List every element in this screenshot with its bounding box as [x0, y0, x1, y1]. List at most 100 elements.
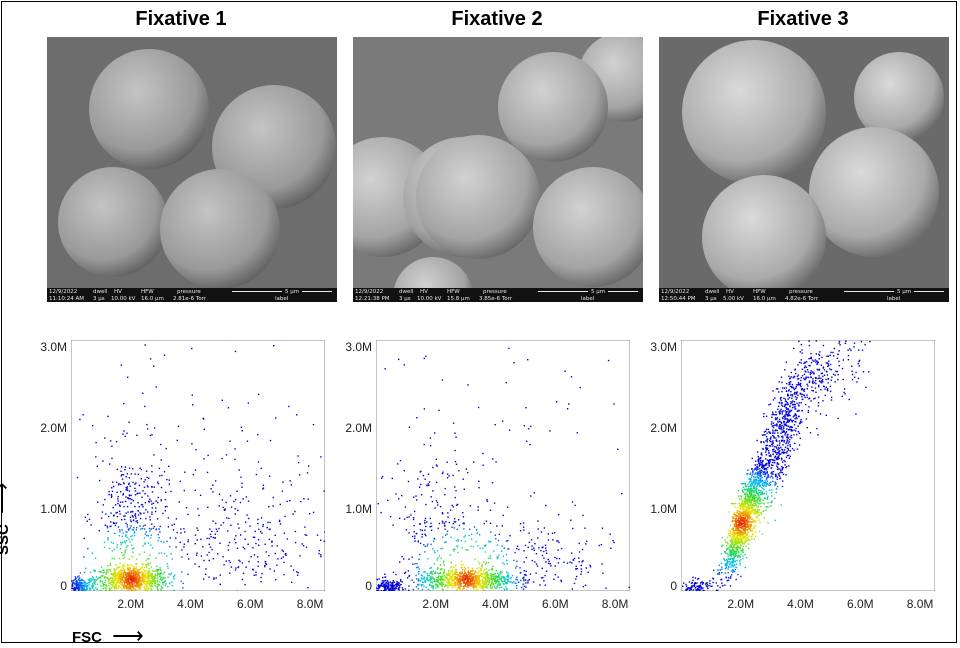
data-point: [492, 586, 493, 587]
data-point: [451, 583, 452, 584]
data-point: [101, 518, 102, 519]
data-point: [468, 567, 469, 568]
data-point: [258, 561, 259, 562]
data-point: [781, 377, 782, 378]
data-point: [79, 577, 80, 578]
data-point: [799, 433, 800, 434]
data-point: [436, 482, 437, 483]
data-point: [146, 589, 147, 590]
data-point: [584, 528, 585, 529]
data-point: [736, 516, 737, 517]
data-point: [269, 568, 270, 569]
data-point: [118, 585, 119, 586]
data-point: [734, 506, 735, 507]
data-point: [130, 576, 131, 577]
data-point: [210, 488, 211, 489]
data-point: [742, 548, 743, 549]
data-point: [119, 571, 120, 572]
data-point: [463, 582, 464, 583]
data-point: [754, 488, 755, 489]
data-point: [739, 527, 740, 528]
data-point: [525, 582, 526, 583]
data-point: [282, 549, 283, 550]
data-point: [542, 568, 543, 569]
data-point: [149, 572, 150, 573]
data-point: [753, 512, 754, 513]
data-point: [742, 515, 743, 516]
data-point: [150, 583, 151, 584]
data-point: [183, 583, 184, 584]
data-point: [495, 580, 496, 581]
data-point: [485, 581, 486, 582]
data-point: [574, 558, 575, 559]
data-point: [581, 568, 582, 569]
data-point: [503, 578, 504, 579]
sem-cells-3: [659, 37, 949, 302]
data-point: [772, 462, 773, 463]
data-point: [472, 573, 473, 574]
data-point: [117, 469, 118, 470]
data-point: [470, 572, 471, 573]
data-point: [141, 469, 142, 470]
data-point: [78, 584, 79, 585]
data-point: [266, 551, 267, 552]
data-point: [112, 491, 113, 492]
data-point: [408, 559, 409, 560]
data-point: [422, 589, 423, 590]
data-point: [762, 463, 763, 464]
data-point: [444, 494, 445, 495]
data-point: [740, 525, 741, 526]
data-point: [484, 523, 485, 524]
data-point: [737, 507, 738, 508]
data-point: [457, 576, 458, 577]
data-point: [132, 578, 133, 579]
data-point: [107, 537, 108, 538]
data-point: [139, 493, 140, 494]
data-point: [87, 583, 88, 584]
data-point: [767, 445, 768, 446]
data-point: [110, 440, 111, 441]
data-point: [473, 582, 474, 583]
data-point: [457, 529, 458, 530]
data-point: [101, 571, 102, 572]
data-point: [110, 512, 111, 513]
data-point: [87, 548, 88, 549]
data-point: [513, 560, 514, 561]
data-point: [76, 580, 77, 581]
data-point: [737, 511, 738, 512]
data-point: [163, 541, 164, 542]
data-point: [440, 568, 441, 569]
data-point: [453, 587, 454, 588]
data-point: [84, 586, 85, 587]
data-point: [455, 497, 456, 498]
data-point: [478, 407, 479, 408]
data-point: [726, 577, 727, 578]
data-point: [151, 590, 152, 591]
data-point: [782, 437, 783, 438]
data-point: [145, 570, 146, 571]
data-point: [299, 474, 300, 475]
data-point: [135, 473, 136, 474]
data-point: [178, 426, 179, 427]
data-point: [78, 586, 79, 587]
data-point: [741, 518, 742, 519]
data-point: [452, 505, 453, 506]
data-point: [488, 569, 489, 570]
data-point: [733, 518, 734, 519]
data-point: [425, 526, 426, 527]
data-point: [756, 497, 757, 498]
data-point: [135, 586, 136, 587]
data-point: [537, 565, 538, 566]
data-point: [482, 548, 483, 549]
data-point: [387, 500, 388, 501]
data-point: [235, 535, 236, 536]
data-point: [263, 485, 264, 486]
data-point: [125, 466, 126, 467]
data-point: [102, 570, 103, 571]
data-point: [209, 528, 210, 529]
data-point: [437, 580, 438, 581]
data-point: [400, 580, 401, 581]
data-point: [765, 458, 766, 459]
data-point: [404, 364, 405, 365]
data-point: [459, 580, 460, 581]
